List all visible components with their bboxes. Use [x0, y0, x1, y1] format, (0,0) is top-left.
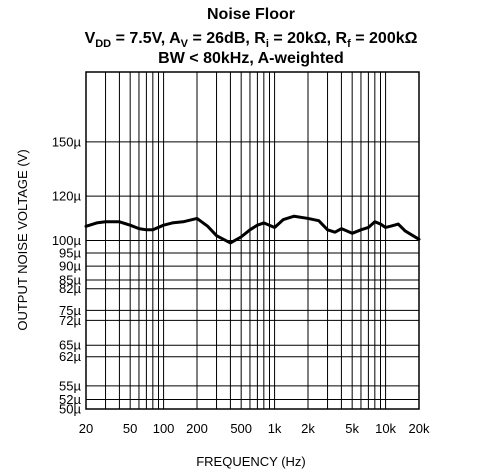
ri-symbol: R	[254, 30, 266, 47]
y-tick-label-7: 82µ	[59, 281, 81, 296]
x-tick-label-2: 100	[153, 421, 175, 436]
vdd-symbol: V	[85, 30, 96, 47]
y-tick-label-6: 75µ	[59, 303, 81, 318]
y-tick-label-10: 95µ	[59, 245, 81, 260]
av-symbol: A	[169, 30, 181, 47]
x-tick-label-1: 50	[123, 421, 137, 436]
rf-symbol: R	[336, 30, 348, 47]
y-axis-label: OUTPUT NOISE VOLTAGE (V)	[15, 149, 30, 330]
rf-subscript: f	[347, 38, 351, 50]
av-value: = 26dB,	[188, 30, 254, 47]
x-tick-label-5: 1k	[268, 421, 282, 436]
grid-layer	[85, 71, 420, 410]
x-tick-label-0: 20	[79, 421, 93, 436]
vdd-subscript: DD	[95, 38, 111, 50]
x-tick-label-8: 10k	[375, 421, 396, 436]
y-tick-label-3: 62µ	[59, 349, 81, 364]
y-tick-label-12: 120µ	[52, 189, 82, 204]
x-tick-label-4: 500	[230, 421, 252, 436]
y-tick-label-1: 52µ	[59, 392, 81, 407]
av-subscript: V	[181, 38, 189, 50]
x-axis-label: FREQUENCY (Hz)	[196, 454, 306, 469]
chart-title: Noise Floor	[207, 6, 295, 23]
y-tick-label-11: 100µ	[52, 233, 82, 248]
ri-subscript: i	[266, 38, 269, 50]
y-tick-label-5: 72µ	[59, 313, 81, 328]
chart-subtitle-line1: VDD = 7.5V, AV = 26dB, Ri = 20kΩ, Rf = 2…	[85, 30, 418, 50]
x-tick-label-7: 5k	[345, 421, 359, 436]
ri-value: = 20kΩ,	[269, 30, 336, 47]
x-tick-label-3: 200	[186, 421, 208, 436]
series-line-0	[84, 214, 421, 245]
rf-value: = 200kΩ	[351, 30, 418, 47]
y-tick-label-9: 90µ	[59, 259, 81, 274]
y-tick-label-8: 85µ	[59, 273, 81, 288]
series-layer	[84, 214, 421, 245]
chart-subtitle-line2: BW < 80kHz, A-weighted	[158, 50, 344, 67]
x-tick-label-9: 20k	[409, 421, 430, 436]
y-tick-label-13: 150µ	[52, 134, 82, 149]
y-tick-label-2: 55µ	[59, 378, 81, 393]
y-tick-label-0: 50µ	[59, 402, 81, 417]
x-tick-label-6: 2k	[301, 421, 315, 436]
y-tick-label-4: 65µ	[59, 338, 81, 353]
vdd-value: = 7.5V,	[111, 30, 169, 47]
